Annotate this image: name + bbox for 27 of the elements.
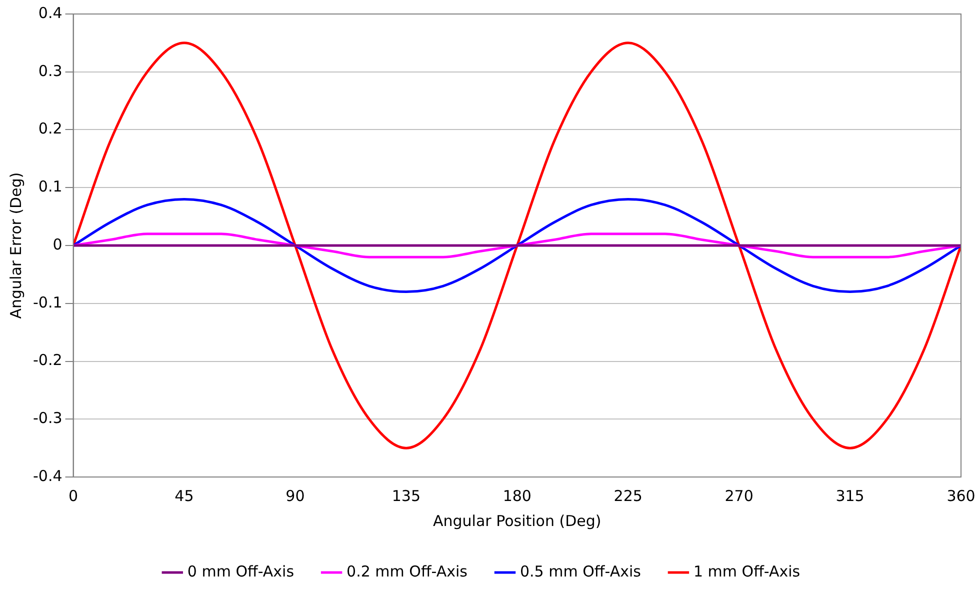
y-tick-label: -0.2 (32, 351, 62, 370)
x-tick-label: 270 (724, 486, 754, 505)
y-tick-label: -0.4 (32, 466, 62, 485)
y-tick-label: 0.4 (38, 4, 62, 22)
x-tick-label: 45 (174, 486, 194, 505)
x-tick-label: 360 (946, 486, 976, 505)
line-series (73, 42, 961, 450)
line-series (73, 198, 961, 294)
y-tick-label: -0.3 (32, 409, 62, 428)
y-tick-label: 0.2 (38, 120, 62, 138)
legend-label: 0 mm Off-Axis (187, 562, 294, 580)
y-tick-label: -0.1 (32, 293, 62, 312)
legend-label: 0.5 mm Off-Axis (520, 562, 642, 580)
y-tick-label: 0 (52, 235, 62, 254)
y-axis-title: Angular Error (Deg) (6, 172, 25, 319)
legend-label: 0.2 mm Off-Axis (346, 562, 468, 580)
x-tick-label: 315 (836, 486, 864, 505)
y-tick-label: 0.1 (38, 178, 62, 196)
x-tick-label: 135 (392, 486, 420, 505)
x-tick-label: 180 (502, 486, 532, 505)
x-axis-title: Angular Position (Deg) (432, 512, 602, 530)
line-series (73, 232, 961, 258)
x-tick-label: 225 (614, 486, 642, 505)
x-tick-label: 0 (68, 486, 78, 505)
x-tick-label: 90 (286, 486, 305, 505)
y-tick-label: 0.3 (38, 62, 62, 80)
legend-label: 1 mm Off-Axis (693, 562, 800, 580)
